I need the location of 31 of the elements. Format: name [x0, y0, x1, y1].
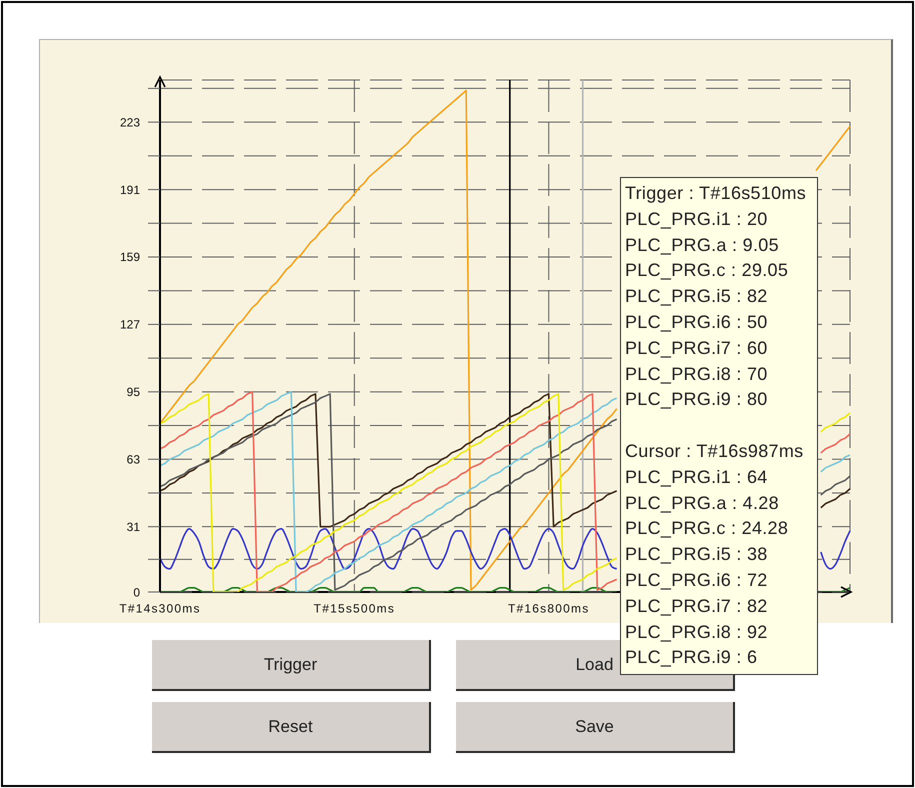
x-tick-label: T#14s300ms: [119, 602, 201, 616]
annotation: PLC_PRG.i6 : 50: [625, 310, 769, 334]
text: PLC_PRG.i7 : 82: [625, 596, 768, 616]
annotation: PLC_PRG.i9 : 80: [625, 388, 769, 412]
y-tick-label: 127: [120, 318, 140, 332]
annotation: PLC_PRG.i1 : 20: [625, 208, 769, 231]
annotation: PLC_PRG.i1 : 64: [625, 466, 769, 489]
annotation: PLC_PRG.i5 : 38: [625, 543, 769, 566]
annotation: PLC_PRG.a : 9.05: [625, 234, 780, 257]
annotation: Trigger : T#16s510ms: [625, 182, 808, 205]
push-button[interactable]: Save: [456, 702, 735, 753]
y-tick-label: 95: [126, 385, 140, 400]
annotation: Cursor : T#16s987ms: [625, 440, 804, 463]
annotation: PLC_PRG.c : 29.05: [625, 259, 790, 282]
y-tick-label: 63: [126, 452, 140, 467]
annotation: PLC_PRG.c : 24.28: [625, 517, 790, 540]
annotation: PLC_PRG.i5 : 82: [625, 285, 769, 308]
annotation: PLC_PRG.i7 : 60: [625, 336, 769, 360]
y-tick-label: 191: [120, 182, 140, 197]
y-tick-label: 31: [126, 520, 140, 534]
annotation: PLC_PRG.i6 : 72: [625, 568, 769, 592]
y-tick-label: 223: [120, 115, 140, 130]
push-button[interactable]: Trigger: [152, 640, 431, 691]
x-tick-label: T#15s500ms: [314, 602, 396, 616]
annotation: PLC_PRG.a : 4.28: [625, 492, 780, 515]
y-tick-label: 159: [120, 250, 140, 264]
push-button[interactable]: Reset: [152, 702, 431, 753]
x-tick-label: T#16s800ms: [508, 602, 590, 616]
text: PLC_PRG.i8 : 92: [625, 622, 768, 642]
y-tick-label: 0: [133, 585, 140, 600]
annotation: PLC_PRG.i8 : 70: [625, 362, 769, 386]
